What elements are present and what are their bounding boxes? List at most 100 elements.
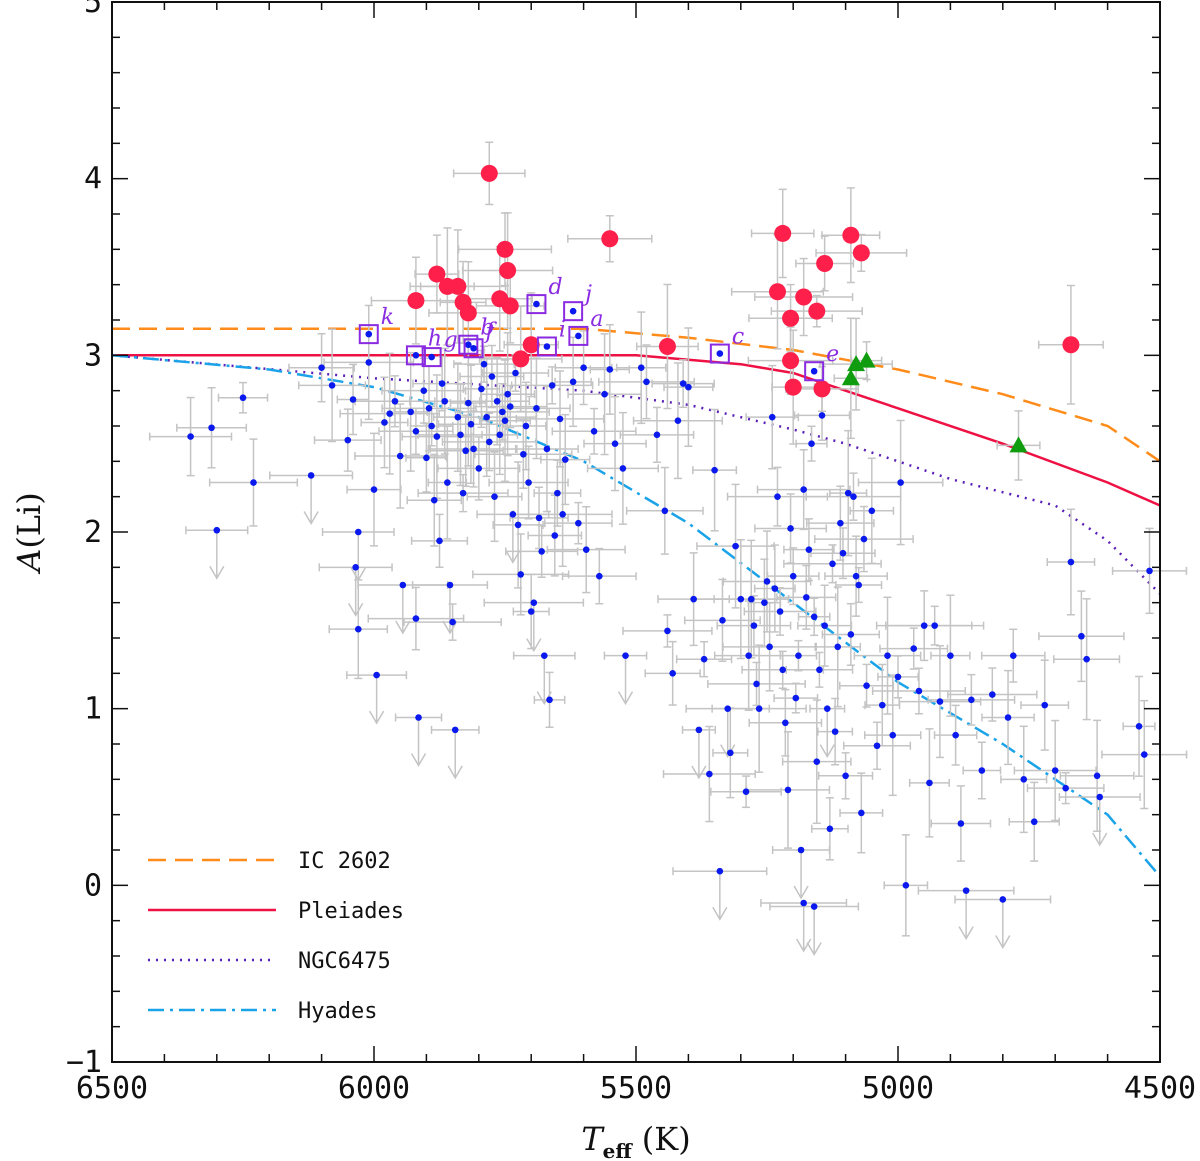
blue-point — [475, 465, 483, 472]
blue-point — [601, 390, 608, 398]
blue-point — [763, 578, 771, 585]
axis-ticks: 6500 6000 5500 5000 4500 −1 0 1 2 3 4 5 — [66, 0, 1196, 1106]
red-point — [782, 352, 800, 370]
blue-point — [747, 595, 755, 603]
blue-point — [962, 887, 970, 894]
annotated-box-f — [463, 338, 484, 359]
blue-point — [514, 521, 522, 529]
blue-point — [208, 424, 215, 432]
blue-point — [420, 387, 428, 394]
blue-point — [370, 486, 378, 493]
blue-point — [428, 422, 435, 430]
error-bar — [954, 895, 1052, 949]
blue-point — [700, 655, 708, 663]
red-point — [813, 380, 831, 398]
blue-point — [349, 396, 357, 403]
blue-point — [745, 652, 752, 659]
red-point — [499, 262, 517, 280]
blue-point — [480, 360, 488, 368]
blue-point — [706, 770, 713, 778]
red-point — [768, 283, 786, 301]
blue-point — [719, 617, 726, 624]
blue-point — [478, 385, 485, 393]
blue-point — [386, 410, 394, 417]
annotated-box-i — [536, 336, 557, 357]
blue-point — [679, 380, 687, 387]
blue-point — [926, 779, 933, 787]
blue-point — [664, 627, 671, 635]
blue-point — [611, 440, 619, 447]
blue-point — [556, 415, 564, 423]
annotated-point-g — [428, 353, 435, 361]
blue-point — [808, 440, 815, 447]
blue-point — [438, 380, 446, 387]
annotation-label-b: b — [480, 316, 494, 341]
blue-point — [863, 682, 870, 689]
annotated-point-a — [575, 332, 582, 340]
annotated-box-d — [526, 294, 547, 315]
blue-point — [818, 412, 826, 419]
red-point — [808, 302, 826, 320]
red-point — [774, 224, 792, 242]
blue-point — [690, 595, 697, 603]
blue-point — [1041, 701, 1049, 709]
blue-point — [779, 666, 787, 674]
blue-point — [425, 405, 433, 412]
x-axis-label: Teff (K) — [581, 1120, 690, 1161]
blue-point — [354, 528, 362, 536]
blue-point — [582, 546, 590, 553]
blue-point — [525, 479, 532, 486]
blue-point — [451, 726, 459, 734]
error-bar — [321, 528, 395, 582]
blue-point — [878, 701, 886, 709]
blue-point — [527, 608, 535, 615]
cluster-curves — [111, 327, 1161, 878]
blue-point — [501, 417, 509, 425]
blue-point — [590, 428, 598, 435]
blue-point — [1083, 655, 1090, 663]
error-bar — [603, 651, 648, 706]
blue-point — [831, 728, 839, 735]
blue-point — [344, 436, 352, 444]
blue-point — [884, 652, 891, 659]
blue-point — [842, 772, 849, 780]
red-point — [795, 288, 813, 306]
annotated-point-k — [365, 330, 373, 338]
annotated-point-c — [716, 350, 724, 357]
annotation-label-d: d — [548, 275, 562, 300]
error-bars — [148, 141, 1188, 957]
blue-point — [520, 450, 527, 458]
blue-point — [716, 867, 724, 875]
annotated-box-j — [563, 301, 584, 322]
blue-point — [821, 622, 828, 629]
legend-label-ngc6475: NGC6475 — [298, 949, 391, 974]
blue-point — [1009, 652, 1017, 659]
blue-point — [483, 413, 490, 421]
blue-point — [546, 696, 553, 704]
blue-point — [850, 493, 857, 500]
blue-point — [430, 496, 438, 504]
blue-point — [391, 397, 399, 405]
y-tick-label: 0 — [84, 868, 102, 903]
red-point — [449, 277, 467, 295]
blue-point — [637, 364, 645, 372]
blue-point — [873, 742, 881, 750]
annotated-box-e — [804, 361, 825, 382]
blue-point — [412, 428, 420, 435]
blue-point — [485, 438, 493, 446]
blue-point — [931, 622, 938, 629]
blue-point — [766, 643, 773, 651]
blue-point — [810, 903, 818, 910]
red-point — [782, 309, 800, 327]
blue-point — [834, 643, 842, 651]
red-point — [501, 297, 519, 315]
blue-point — [396, 452, 404, 460]
blue-point — [488, 373, 496, 380]
blue-point — [381, 419, 388, 426]
blue-point — [737, 595, 745, 603]
blue-point — [813, 758, 821, 765]
blue-point — [444, 479, 451, 486]
blue-point — [509, 511, 517, 518]
legend-label-ic2602: IC 2602 — [298, 849, 391, 874]
